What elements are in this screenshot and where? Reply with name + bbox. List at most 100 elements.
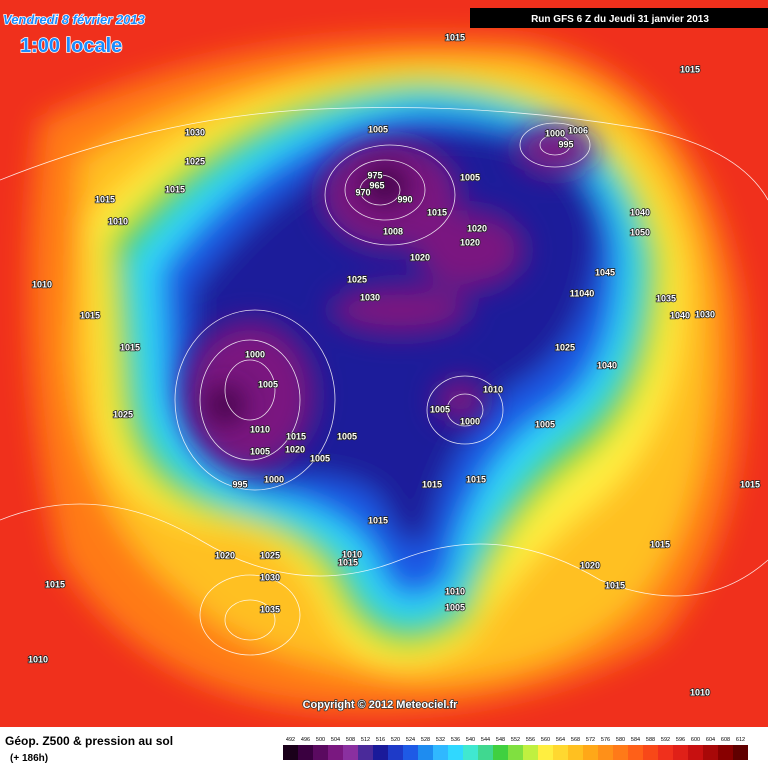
scale-label: 568: [571, 737, 580, 743]
scale-label: 544: [481, 737, 490, 743]
pressure-label: 1015: [45, 579, 65, 589]
scale-label: 584: [631, 737, 640, 743]
scale-swatch: [658, 745, 673, 760]
scale-swatch: [703, 745, 718, 760]
scale-swatch: [673, 745, 688, 760]
pressure-label: 990: [397, 194, 412, 204]
pressure-label: 1005: [445, 602, 465, 612]
pressure-label: 1030: [360, 292, 380, 302]
pressure-label: 1020: [285, 444, 305, 454]
pressure-label: 1015: [286, 431, 306, 441]
scale-swatch: [463, 745, 478, 760]
run-info: Run GFS 6 Z du Jeudi 31 janvier 2013: [531, 14, 709, 25]
scale-swatch: [418, 745, 433, 760]
scale-swatch: [538, 745, 553, 760]
scale-label: 608: [721, 737, 730, 743]
forecast-time: 1:00 locale: [20, 35, 122, 57]
pressure-label: 1030: [695, 309, 715, 319]
pressure-label: 1010: [250, 424, 270, 434]
pressure-label: 1000: [545, 128, 565, 138]
scale-label: 512: [361, 737, 370, 743]
pressure-label: 1005: [250, 446, 270, 456]
scale-label: 580: [616, 737, 625, 743]
scale-swatch: [313, 745, 328, 760]
scale-swatch: [523, 745, 538, 760]
color-scale: 492 496 500 504 508 512 516 520 524 528 532 536 540 5…: [283, 737, 748, 760]
pressure-label: 1006: [568, 125, 588, 135]
pressure-label: 1008: [383, 226, 403, 236]
pressure-label: 1000: [460, 416, 480, 426]
scale-label: 500: [316, 737, 325, 743]
scale-label: 556: [526, 737, 535, 743]
scale-swatch: [433, 745, 448, 760]
pressure-label: 1020: [460, 237, 480, 247]
scale-label: 540: [466, 737, 475, 743]
pressure-label: 1045: [595, 267, 615, 277]
pressure-label: 1015: [680, 64, 700, 74]
copyright: Copyright © 2012 Meteociel.fr: [303, 699, 459, 711]
scale-label: 548: [496, 737, 505, 743]
scale-swatch: [643, 745, 658, 760]
scale-label: 552: [511, 737, 520, 743]
scale-swatch: [718, 745, 733, 760]
pressure-label: 1015: [445, 32, 465, 42]
pressure-label: 1020: [467, 223, 487, 233]
scale-swatch: [583, 745, 598, 760]
pressure-label: 1015: [338, 557, 358, 567]
pressure-label: 1015: [422, 479, 442, 489]
pressure-label: 1010: [108, 216, 128, 226]
scale-label: 588: [646, 737, 655, 743]
scale-swatch: [343, 745, 358, 760]
scale-label: 516: [376, 737, 385, 743]
scale-swatch: [448, 745, 463, 760]
scale-label: 520: [391, 737, 400, 743]
pressure-label: 1005: [430, 404, 450, 414]
pressure-label: 1010: [342, 549, 362, 559]
scale-label: 576: [601, 737, 610, 743]
scale-swatch: [328, 745, 343, 760]
pressure-label: 995: [558, 139, 573, 149]
legend-title: Géop. Z500 & pression au sol: [5, 734, 173, 748]
pressure-label: 1015: [165, 184, 185, 194]
pressure-label: 1025: [555, 342, 575, 352]
scale-label: 564: [556, 737, 565, 743]
scale-swatch: [553, 745, 568, 760]
pressure-label: 1010: [483, 384, 503, 394]
pressure-label: 1035: [260, 604, 280, 614]
scale-swatch: [613, 745, 628, 760]
geopotential-field: [0, 0, 768, 727]
scale-swatch: [508, 745, 523, 760]
scale-label: 560: [541, 737, 550, 743]
pressure-label: 1000: [264, 474, 284, 484]
scale-label: 572: [586, 737, 595, 743]
scale-label: 508: [346, 737, 355, 743]
pressure-label: 1015: [368, 515, 388, 525]
pressure-label: 995: [232, 479, 247, 489]
scale-label: 536: [451, 737, 460, 743]
scale-label: 604: [706, 737, 715, 743]
pressure-label: 1025: [185, 156, 205, 166]
scale-label: 612: [736, 737, 745, 743]
scale-swatch: [568, 745, 583, 760]
forecast-date: Vendredi 8 février 2013: [3, 12, 146, 27]
scale-label: 596: [676, 737, 685, 743]
scale-swatch: [373, 745, 388, 760]
pressure-label: 1005: [368, 124, 388, 134]
pressure-label: 1025: [347, 274, 367, 284]
scale-label: 592: [661, 737, 670, 743]
scale-swatch: [358, 745, 373, 760]
scale-label: 600: [691, 737, 700, 743]
pressure-label: 1015: [740, 479, 760, 489]
pressure-label: 11040: [570, 288, 595, 298]
pressure-label: 1030: [185, 127, 205, 137]
pressure-label: 1020: [580, 560, 600, 570]
pressure-label: 1010: [32, 279, 52, 289]
legend-subtitle: (+ 186h): [10, 753, 48, 764]
scale-swatch: [388, 745, 403, 760]
pressure-label: 1005: [460, 172, 480, 182]
pressure-label: 965: [369, 180, 384, 190]
scale-swatch: [688, 745, 703, 760]
pressure-label: 1010: [28, 654, 48, 664]
